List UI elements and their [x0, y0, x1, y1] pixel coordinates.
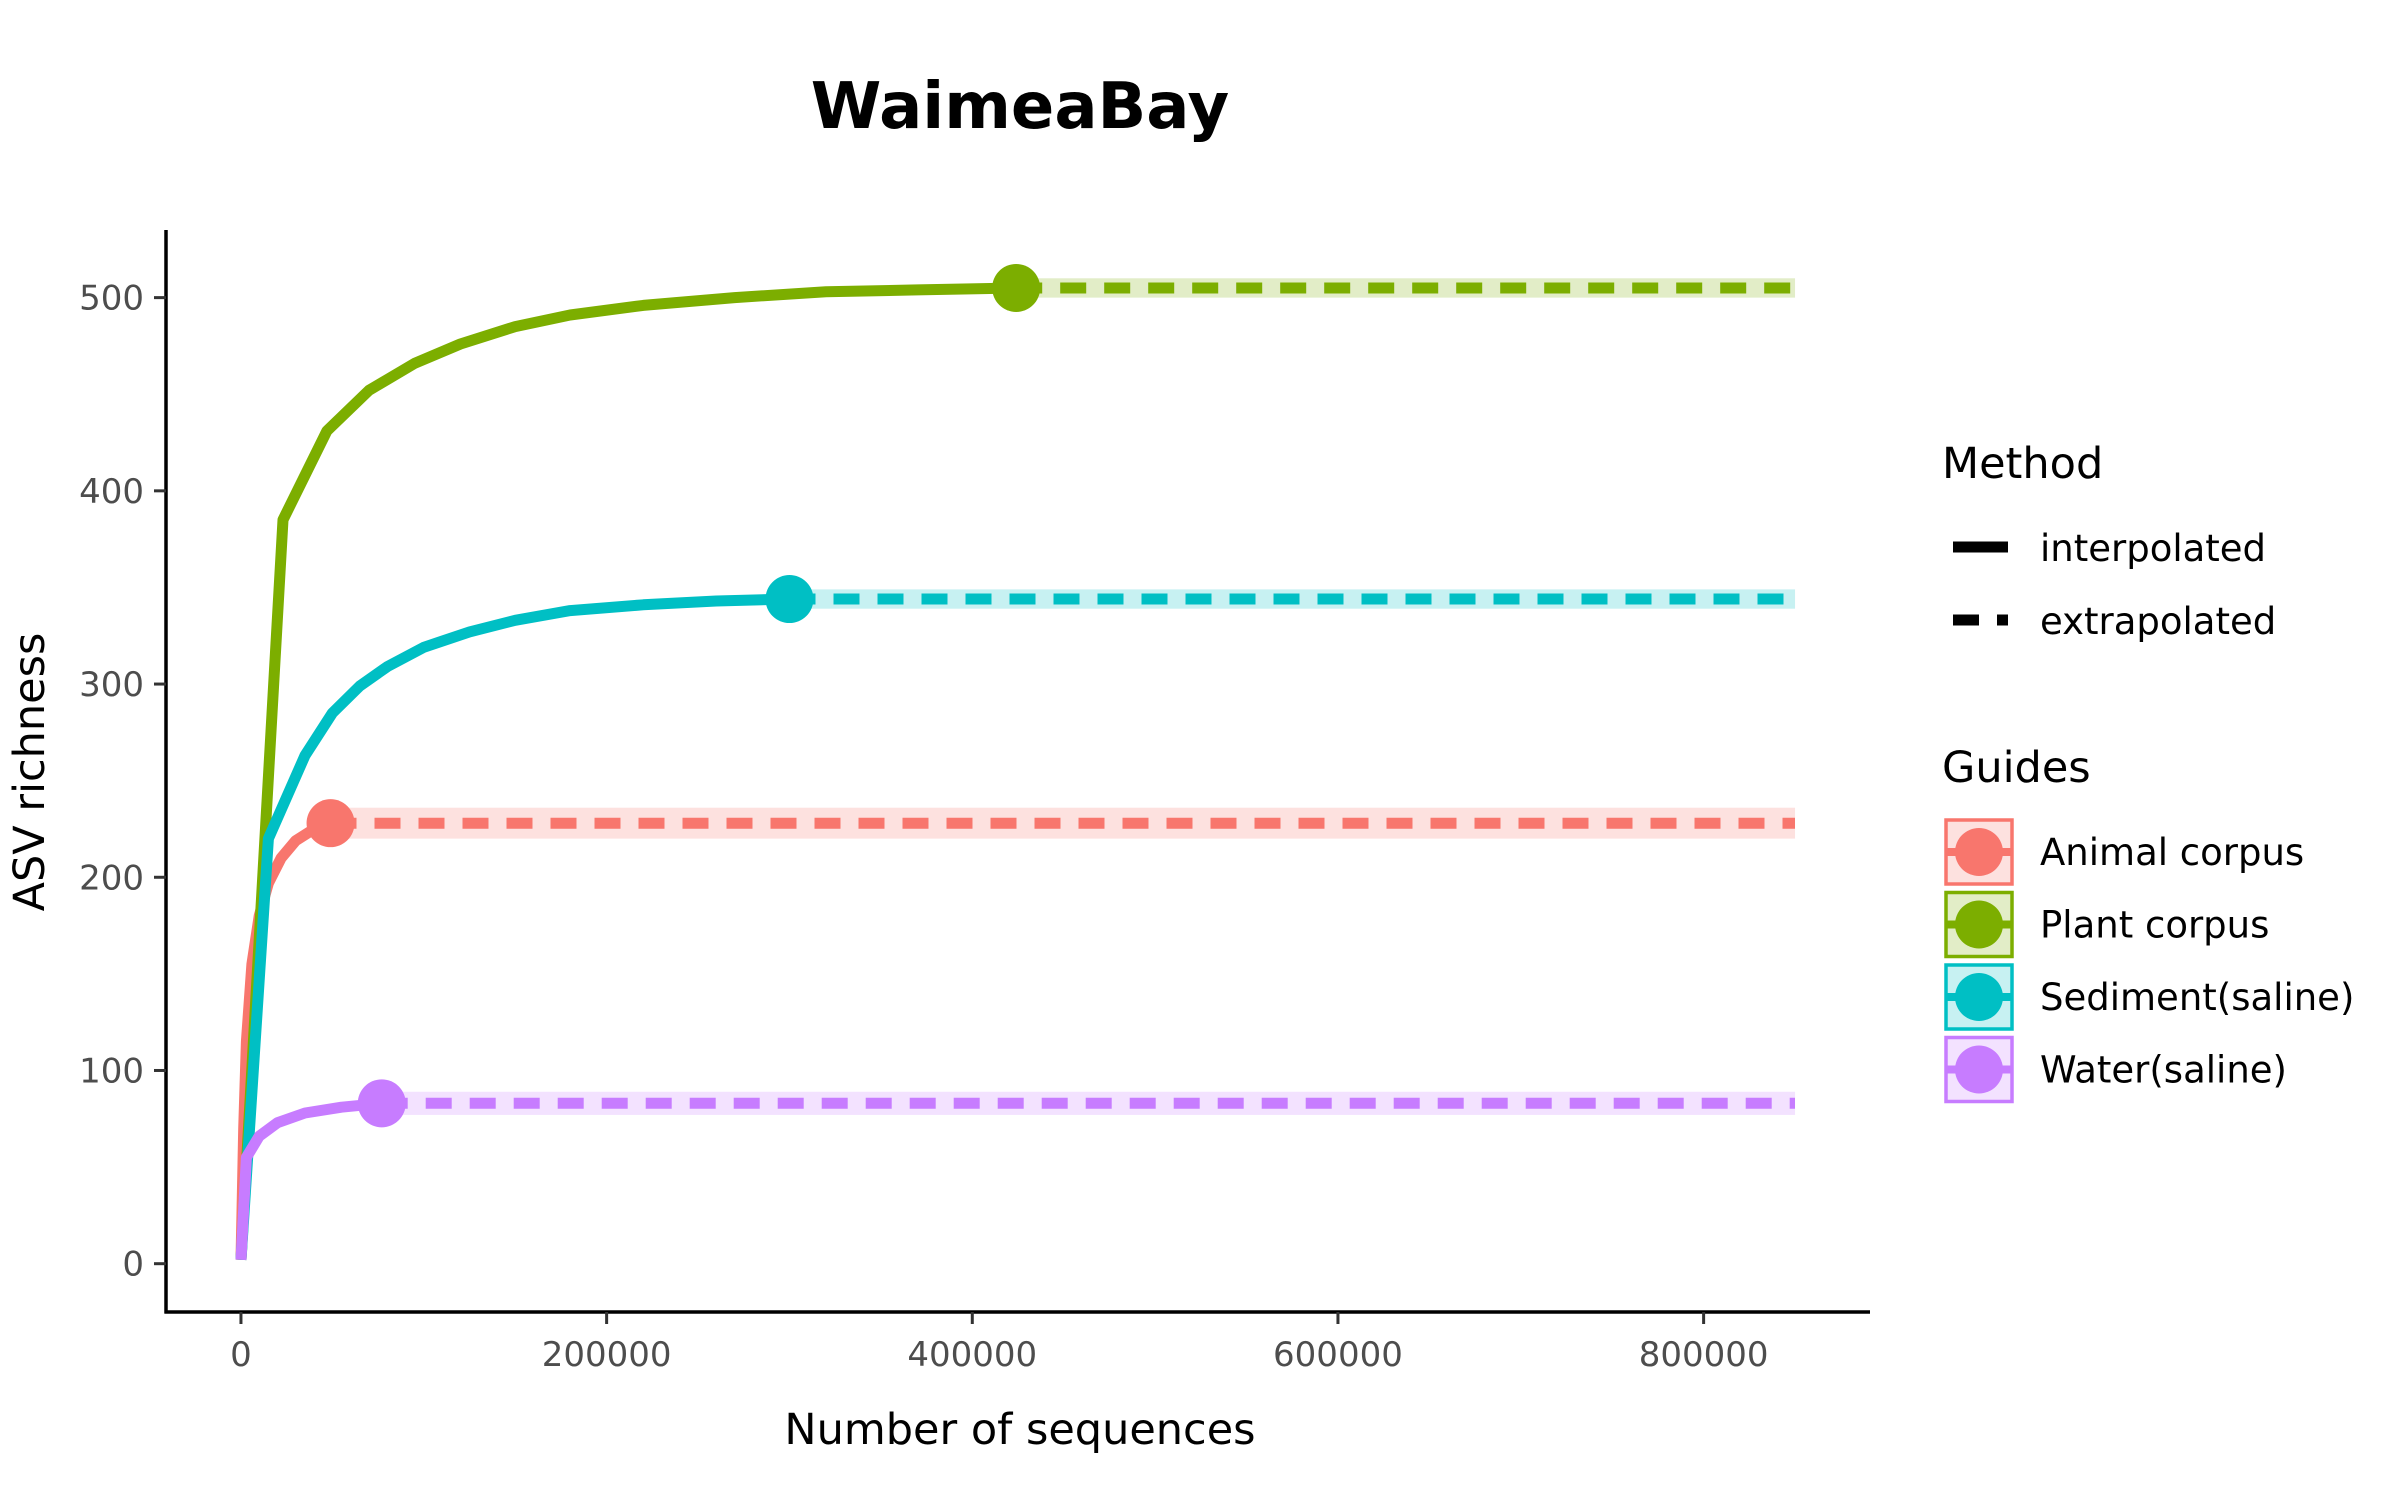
chart-title: WaimeaBay — [811, 70, 1229, 144]
x-axis-label: Number of sequences — [784, 1405, 1255, 1455]
y-tick-label: 100 — [79, 1051, 144, 1091]
y-tick-label: 400 — [79, 472, 144, 512]
legend-animal-corpus-label: Animal corpus — [2040, 831, 2304, 874]
y-tick-label: 300 — [79, 665, 144, 705]
y-axis-label: ASV richness — [5, 633, 55, 912]
legend-plant-corpus-key-point — [1955, 900, 2003, 949]
y-tick-label: 500 — [79, 279, 144, 319]
y-tick-label: 0 — [122, 1245, 144, 1285]
water-saline-observed-point — [357, 1079, 406, 1128]
legend-water-saline-label: Water(saline) — [2040, 1049, 2287, 1092]
legend-water-saline-key-point — [1955, 1045, 2003, 1094]
legend-guides-title: Guides — [1942, 743, 2091, 793]
observed-points — [306, 263, 1041, 1128]
y-tick-label: 200 — [79, 858, 144, 898]
axes: 0 100 200 300 400 500 0 200000 400000 600000 80000… — [79, 230, 1870, 1375]
x-tick-label: 0 — [230, 1335, 252, 1375]
series-lines — [235, 282, 1795, 1261]
legend-interpolated-label: interpolated — [2040, 527, 2266, 570]
legend-plant-corpus-label: Plant corpus — [2040, 904, 2269, 947]
sediment-saline-observed-point — [765, 575, 814, 624]
x-tick-label: 800000 — [1639, 1335, 1769, 1375]
x-tick-label: 600000 — [1273, 1335, 1403, 1375]
legend-method-title: Method — [1942, 439, 2103, 489]
x-tick-label: 400000 — [907, 1335, 1037, 1375]
x-tick-label: 200000 — [542, 1335, 672, 1375]
legend-animal-corpus-key-point — [1955, 828, 2003, 876]
sediment-saline-interpolated-line — [235, 593, 790, 1261]
legend-sediment-saline-key-point — [1955, 973, 2003, 1021]
plant-corpus-observed-point — [992, 263, 1041, 312]
legend: Method interpolated extrapolated Guides A… — [1942, 439, 2354, 1104]
water-saline-interpolated-line — [235, 1097, 383, 1261]
plant-corpus-interpolated-line — [235, 282, 1017, 1261]
legend-extrapolated-label: extrapolated — [2040, 600, 2276, 643]
animal-corpus-observed-point — [306, 799, 355, 848]
legend-sediment-saline-label: Sediment(saline) — [2040, 976, 2354, 1019]
confidence-bands — [330, 278, 1796, 1115]
